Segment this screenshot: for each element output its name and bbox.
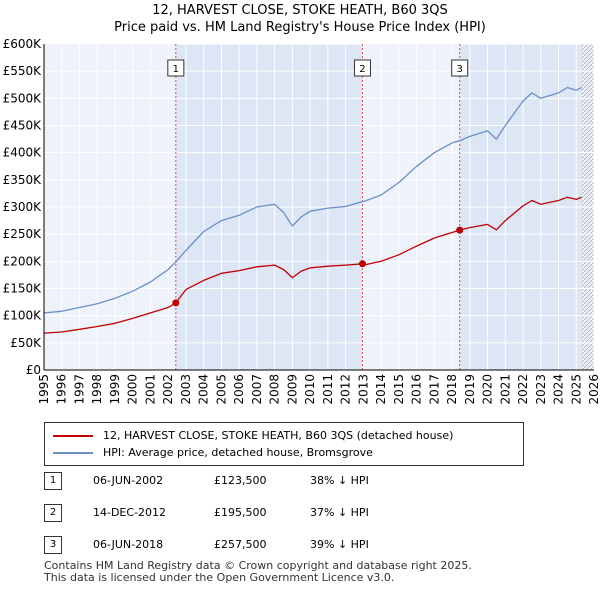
sale-marker-label: 3 — [457, 64, 463, 75]
sale-point — [358, 260, 366, 268]
x-tick-label: 2001 — [143, 374, 157, 405]
x-tick-label: 2012 — [339, 374, 353, 405]
x-tick-label: 2018 — [445, 374, 459, 405]
hpi-line — [43, 86, 582, 314]
sale-point — [172, 299, 180, 307]
y-tick-label: £250K — [3, 227, 43, 241]
x-tick-label: 2008 — [268, 374, 282, 405]
sale-price: £123,500 — [214, 474, 267, 487]
y-tick-label: £200K — [3, 254, 43, 268]
property-line — [43, 196, 582, 334]
x-tick-label: 2003 — [179, 374, 193, 405]
sale-row: 3 06-JUN-2018 £257,500 39% ↓ HPI — [0, 536, 600, 554]
x-tick-label: 2022 — [516, 374, 530, 405]
x-tick-label: 2014 — [374, 374, 388, 405]
footer-line-1: Contains HM Land Registry data © Crown c… — [44, 559, 472, 572]
sale-marker-box — [451, 59, 469, 77]
x-tick-label: 1997 — [72, 374, 86, 405]
title-line-1: 12, HARVEST CLOSE, STOKE HEATH, B60 3QS — [152, 3, 448, 18]
x-tick-label: 2010 — [303, 374, 317, 405]
sale-date: 06-JUN-2018 — [93, 538, 164, 551]
y-tick-label: £500K — [3, 91, 43, 105]
x-tick-label: 2026 — [587, 374, 600, 405]
sale-marker-box — [167, 59, 185, 77]
x-tick-label: 2024 — [552, 374, 566, 405]
footer-line-2: This data is licensed under the Open Gov… — [44, 571, 395, 584]
x-tick-label: 2006 — [232, 374, 246, 405]
legend-label-hpi: HPI: Average price, detached house, Brom… — [103, 446, 373, 459]
sale-price: £195,500 — [214, 506, 267, 519]
x-tick-label: 2016 — [410, 374, 424, 405]
sale-point — [456, 226, 464, 234]
chart-title: 12, HARVEST CLOSE, STOKE HEATH, B60 3QS … — [0, 2, 600, 36]
sale-date: 14-DEC-2012 — [93, 506, 167, 519]
x-tick-label: 2019 — [463, 374, 477, 405]
sale-marker-box — [353, 59, 371, 77]
x-tick-label: 2011 — [321, 374, 335, 405]
footer: Contains HM Land Registry data © Crown c… — [44, 560, 472, 584]
sale-number-badge: 1 — [44, 472, 62, 490]
x-tick-label: 1995 — [37, 374, 51, 405]
sale-marker-label: 2 — [359, 64, 365, 75]
legend: 12, HARVEST CLOSE, STOKE HEATH, B60 3QS … — [44, 422, 524, 466]
y-tick-label: £400K — [3, 146, 43, 160]
x-tick-label: 2004 — [197, 374, 211, 405]
x-tick-label: 2021 — [498, 374, 512, 405]
sale-hpi-diff: 39% ↓ HPI — [310, 538, 369, 551]
y-tick-label: £150K — [3, 282, 43, 296]
legend-swatch-property — [53, 435, 93, 437]
sale-row: 1 06-JUN-2002 £123,500 38% ↓ HPI — [0, 472, 600, 490]
y-tick-label: £600K — [3, 37, 43, 51]
x-tick-label: 2025 — [569, 374, 583, 405]
y-tick-label: £550K — [3, 64, 43, 78]
sale-hpi-diff: 37% ↓ HPI — [310, 506, 369, 519]
x-tick-label: 1996 — [55, 374, 69, 405]
y-tick-label: £350K — [3, 173, 43, 187]
x-tick-label: 2002 — [161, 374, 175, 405]
price-chart: £0 £50K £100K £150K £200K £250K £300K £350K £400… — [3, 37, 600, 405]
x-tick-label: 2007 — [250, 374, 264, 405]
x-tick-label: 2015 — [392, 374, 406, 405]
sale-marker-label: 1 — [173, 64, 179, 75]
title-line-2: Price paid vs. HM Land Registry's House … — [114, 20, 486, 35]
sale-number-badge: 3 — [44, 536, 62, 554]
y-tick-label: £450K — [3, 119, 43, 133]
x-tick-label: 2020 — [481, 374, 495, 405]
legend-swatch-hpi — [53, 452, 93, 454]
x-tick-label: 2013 — [356, 374, 370, 405]
x-tick-label: 2000 — [126, 374, 140, 405]
y-tick-label: £50K — [10, 336, 42, 350]
x-tick-label: 2017 — [427, 374, 441, 405]
y-tick-label: £300K — [3, 200, 43, 214]
sale-date: 06-JUN-2002 — [93, 474, 164, 487]
y-tick-label: £100K — [3, 309, 43, 323]
x-tick-label: 2005 — [214, 374, 228, 405]
x-tick-label: 1998 — [90, 374, 104, 405]
x-tick-label: 2009 — [285, 374, 299, 405]
sale-number-badge: 2 — [44, 504, 62, 522]
legend-label-property: 12, HARVEST CLOSE, STOKE HEATH, B60 3QS … — [103, 429, 454, 442]
sale-price: £257,500 — [214, 538, 267, 551]
x-tick-label: 1999 — [108, 374, 122, 405]
sale-row: 2 14-DEC-2012 £195,500 37% ↓ HPI — [0, 504, 600, 522]
x-tick-label: 2023 — [534, 374, 548, 405]
y-tick-label: £0 — [26, 363, 41, 377]
sale-hpi-diff: 38% ↓ HPI — [310, 474, 369, 487]
